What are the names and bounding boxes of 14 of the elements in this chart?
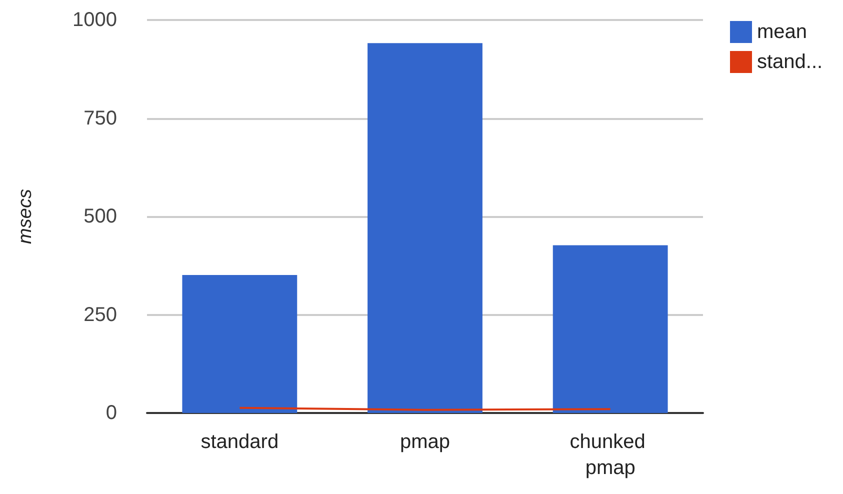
y-tick-label: 750: [84, 107, 117, 130]
x-tick-label: chunked pmap: [570, 431, 651, 479]
y-tick-label: 1000: [72, 9, 117, 31]
y-tick-label: 0: [106, 402, 117, 424]
y-axis-title: msecs: [15, 188, 36, 244]
legend-label: stand...: [757, 51, 823, 73]
bar: [368, 43, 482, 413]
y-tick-label: 250: [84, 304, 117, 326]
bar: [182, 275, 298, 413]
y-tick-label: 500: [84, 206, 117, 228]
x-tick-label: standard: [200, 431, 279, 453]
legend-label: mean: [757, 21, 808, 43]
x-tick-label: pmap: [400, 431, 450, 453]
bar: [552, 245, 668, 413]
